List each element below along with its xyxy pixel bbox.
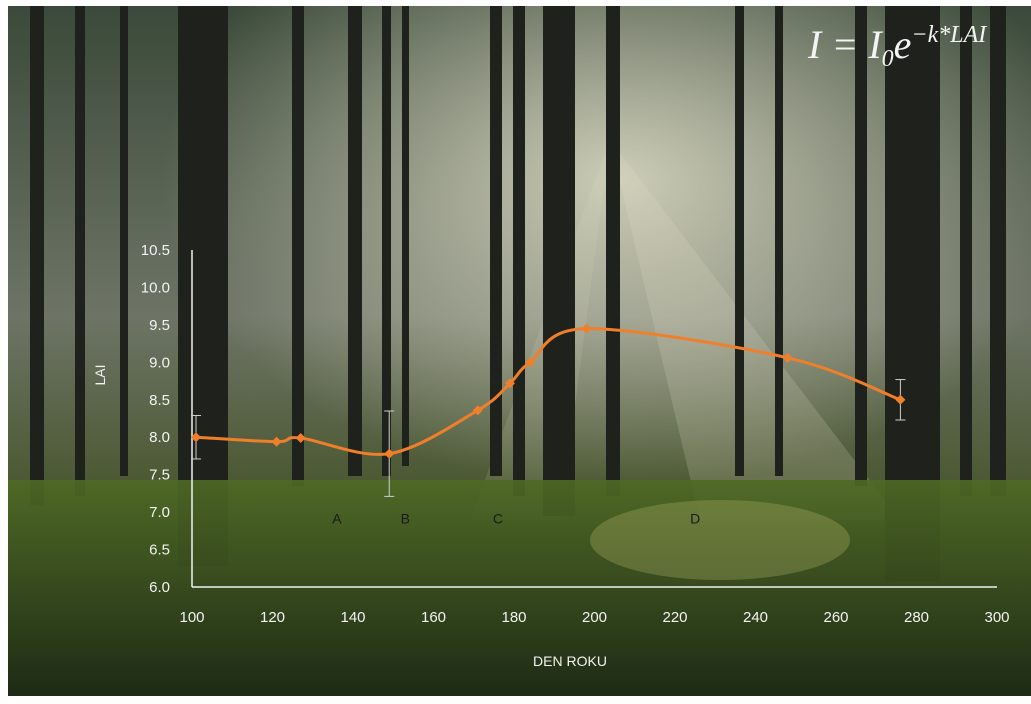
- data-point: [271, 436, 282, 447]
- y-tick-label: 7.5: [149, 467, 170, 484]
- y-tick-label: 7.0: [149, 504, 170, 521]
- x-tick-label: 160: [421, 609, 446, 626]
- data-point: [191, 432, 202, 443]
- y-tick-label: 8.5: [149, 392, 170, 409]
- y-tick-label: 9.5: [149, 317, 170, 334]
- annotation: D: [690, 510, 700, 526]
- data-point: [504, 378, 515, 389]
- formula-sup: −k*LAI: [911, 22, 987, 48]
- annotation: A: [332, 510, 342, 526]
- data-point: [581, 323, 592, 334]
- formula: I = I0e−k*LAI: [807, 22, 987, 72]
- x-tick-label: 240: [743, 609, 768, 626]
- data-point: [895, 394, 906, 405]
- data-point: [525, 357, 536, 368]
- y-tick-label: 9.0: [149, 354, 170, 371]
- x-tick-label: 120: [260, 609, 285, 626]
- x-tick-label: 200: [582, 609, 607, 626]
- x-tick-label: 100: [179, 609, 204, 626]
- formula-lhs: I = I: [807, 22, 883, 67]
- formula-sub: 0: [882, 46, 894, 72]
- x-tick-label: 280: [904, 609, 929, 626]
- y-tick-label: 8.0: [149, 429, 170, 446]
- formula-base: e: [894, 22, 912, 67]
- x-tick-label: 260: [823, 609, 848, 626]
- x-tick-label: 220: [662, 609, 687, 626]
- data-point: [295, 432, 306, 443]
- x-tick-label: 180: [501, 609, 526, 626]
- background-photo: [8, 6, 1031, 696]
- y-tick-label: 10.5: [141, 242, 170, 259]
- annotation: B: [401, 510, 410, 526]
- annotation: C: [493, 510, 503, 526]
- y-tick-label: 6.0: [149, 579, 170, 596]
- x-tick-label: 300: [984, 609, 1009, 626]
- y-tick-label: 6.5: [149, 542, 170, 559]
- x-axis-title: DEN ROKU: [533, 653, 607, 669]
- data-point: [472, 405, 483, 416]
- data-point: [782, 352, 793, 363]
- x-tick-label: 140: [340, 609, 365, 626]
- y-tick-label: 10.0: [141, 279, 170, 296]
- data-point: [384, 448, 395, 459]
- y-axis-title: LAI: [92, 364, 108, 385]
